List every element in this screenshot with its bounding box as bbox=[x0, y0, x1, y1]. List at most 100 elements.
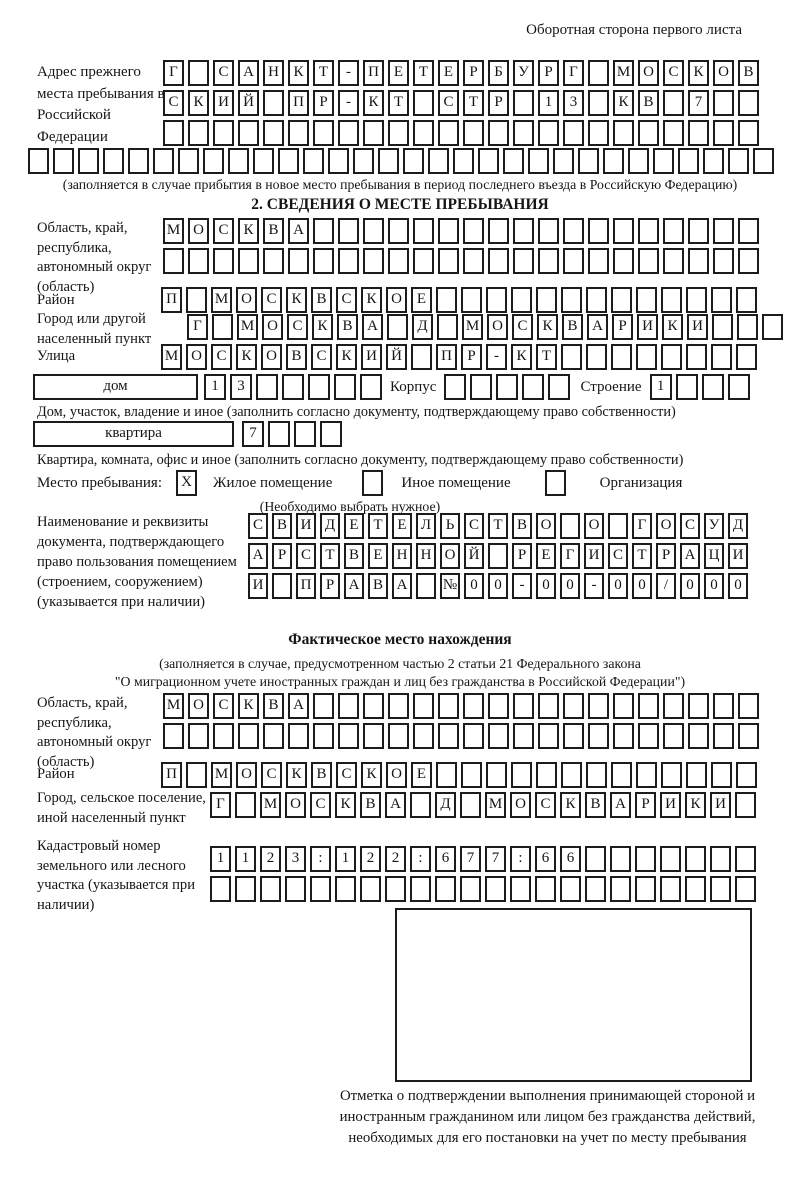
char-box: - bbox=[512, 573, 532, 599]
char-box: С bbox=[512, 314, 533, 340]
char-box: С bbox=[248, 513, 268, 539]
char-box: А bbox=[238, 60, 259, 86]
char-box bbox=[610, 876, 631, 902]
char-box: В bbox=[638, 90, 659, 116]
char-box bbox=[513, 90, 534, 116]
char-box: В bbox=[311, 762, 332, 788]
char-box bbox=[387, 314, 408, 340]
char-box bbox=[461, 762, 482, 788]
korpus-label: Корпус bbox=[390, 379, 437, 395]
char-box: В bbox=[344, 543, 364, 569]
char-box bbox=[463, 723, 484, 749]
char-box: 1 bbox=[335, 846, 356, 872]
char-box bbox=[353, 148, 374, 174]
fact-title: Фактическое место нахождения bbox=[288, 631, 512, 648]
char-box: П bbox=[161, 762, 182, 788]
char-box bbox=[561, 287, 582, 313]
char-box: П bbox=[296, 573, 316, 599]
char-box bbox=[285, 876, 306, 902]
char-box: К bbox=[188, 90, 209, 116]
char-box: Р bbox=[635, 792, 656, 818]
char-box bbox=[713, 248, 734, 274]
char-box: А bbox=[344, 573, 364, 599]
char-box: Р bbox=[538, 60, 559, 86]
checkbox-organizatsiya bbox=[544, 470, 566, 496]
char-box bbox=[238, 248, 259, 274]
char-box bbox=[753, 148, 774, 174]
char-box: Т bbox=[632, 543, 652, 569]
char-box bbox=[413, 218, 434, 244]
char-box bbox=[538, 723, 559, 749]
char-box: А bbox=[587, 314, 608, 340]
char-box bbox=[613, 248, 634, 274]
char-box bbox=[736, 344, 757, 370]
char-box: М bbox=[211, 287, 232, 313]
char-box: О bbox=[440, 543, 460, 569]
kvartira-row: квартира 7 bbox=[33, 421, 346, 447]
char-box: Н bbox=[416, 543, 436, 569]
char-box bbox=[313, 693, 334, 719]
kvartira-wide-box: квартира bbox=[33, 421, 234, 447]
char-box: 1 bbox=[235, 846, 256, 872]
char-box: 6 bbox=[435, 846, 456, 872]
char-box-row: 1 bbox=[649, 374, 754, 400]
char-box: Д bbox=[728, 513, 748, 539]
char-box: С bbox=[261, 287, 282, 313]
char-box: О bbox=[188, 693, 209, 719]
char-box bbox=[410, 792, 431, 818]
char-box bbox=[688, 693, 709, 719]
char-box: П bbox=[436, 344, 457, 370]
char-box: И bbox=[637, 314, 658, 340]
char-box bbox=[563, 120, 584, 146]
char-box bbox=[213, 723, 234, 749]
char-box: 1 bbox=[204, 374, 226, 400]
char-box bbox=[678, 148, 699, 174]
char-box bbox=[563, 693, 584, 719]
char-box: Г bbox=[632, 513, 652, 539]
char-box: 0 bbox=[560, 573, 580, 599]
char-box bbox=[437, 314, 458, 340]
char-box bbox=[738, 723, 759, 749]
char-box bbox=[438, 120, 459, 146]
char-box: С bbox=[211, 344, 232, 370]
char-box: И bbox=[728, 543, 748, 569]
char-box bbox=[513, 218, 534, 244]
char-box: Л bbox=[416, 513, 436, 539]
char-box: В bbox=[286, 344, 307, 370]
char-box: М bbox=[237, 314, 258, 340]
char-box: С bbox=[680, 513, 700, 539]
char-box bbox=[663, 693, 684, 719]
char-box: К bbox=[335, 792, 356, 818]
char-box bbox=[588, 120, 609, 146]
char-box: К bbox=[613, 90, 634, 116]
char-box bbox=[762, 314, 783, 340]
char-box: Й bbox=[464, 543, 484, 569]
char-box bbox=[463, 120, 484, 146]
char-box: П bbox=[161, 287, 182, 313]
char-box: Т bbox=[463, 90, 484, 116]
char-box: К bbox=[537, 314, 558, 340]
char-box bbox=[588, 60, 609, 86]
char-box: В bbox=[562, 314, 583, 340]
char-box bbox=[153, 148, 174, 174]
char-box: А bbox=[248, 543, 268, 569]
char-box: Д bbox=[320, 513, 340, 539]
char-box: Г bbox=[210, 792, 231, 818]
char-box bbox=[713, 218, 734, 244]
char-box bbox=[278, 148, 299, 174]
char-box: С bbox=[310, 792, 331, 818]
char-box bbox=[213, 248, 234, 274]
char-box bbox=[385, 876, 406, 902]
char-box: С bbox=[296, 543, 316, 569]
char-box: М bbox=[211, 762, 232, 788]
char-box bbox=[735, 792, 756, 818]
char-box: К bbox=[688, 60, 709, 86]
char-box: - bbox=[486, 344, 507, 370]
char-box: Д bbox=[412, 314, 433, 340]
char-box bbox=[660, 846, 681, 872]
char-box: И bbox=[296, 513, 316, 539]
char-box: Р bbox=[488, 90, 509, 116]
char-box bbox=[688, 218, 709, 244]
